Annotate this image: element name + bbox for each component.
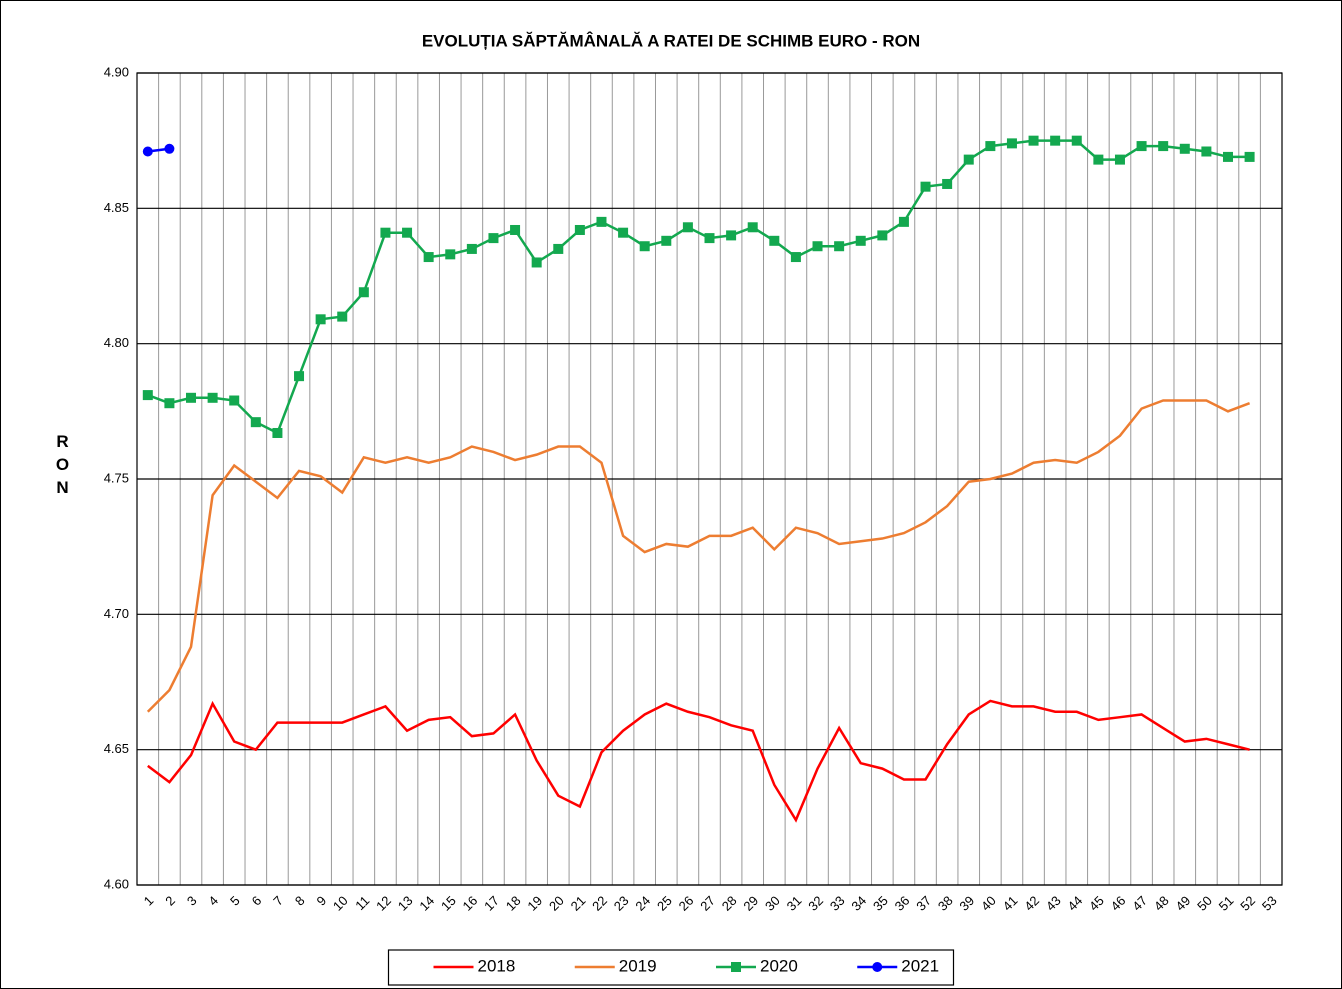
- marker: [1244, 151, 1255, 162]
- y-tick-label: 4.60: [104, 876, 129, 891]
- legend-label: 2018: [478, 956, 516, 975]
- marker: [229, 395, 240, 406]
- marker: [661, 235, 672, 246]
- marker: [877, 230, 888, 241]
- marker: [510, 224, 521, 235]
- marker: [942, 178, 953, 189]
- marker: [466, 243, 477, 254]
- y-tick-label: 4.80: [104, 335, 129, 350]
- marker: [1114, 154, 1125, 165]
- marker: [682, 222, 693, 233]
- marker: [294, 371, 305, 382]
- marker: [639, 241, 650, 252]
- marker: [747, 222, 758, 233]
- marker: [337, 311, 348, 322]
- legend: 2018 2019 2020 2021: [387, 949, 955, 986]
- marker: [488, 233, 499, 244]
- marker: [1179, 143, 1190, 154]
- marker: [1071, 135, 1082, 146]
- y-tick-label: 4.70: [104, 606, 129, 621]
- marker: [898, 216, 909, 227]
- marker: [142, 146, 153, 157]
- marker: [1006, 138, 1017, 149]
- marker: [812, 241, 823, 252]
- chart-title: EVOLUȚIA SĂPTĂMÂNALĂ A RATEI DE SCHIMB E…: [422, 31, 920, 50]
- series-line: [147, 139, 1250, 435]
- marker: [250, 417, 261, 428]
- legend-label: 2021: [901, 956, 939, 975]
- marker: [164, 398, 175, 409]
- marker: [142, 390, 153, 401]
- marker: [1158, 141, 1169, 152]
- y-tick-label: 4.85: [104, 200, 129, 215]
- marker: [769, 235, 780, 246]
- marker: [855, 235, 866, 246]
- marker: [1201, 146, 1212, 157]
- marker: [574, 224, 585, 235]
- legend-marker: [731, 962, 741, 972]
- marker: [186, 392, 197, 403]
- series-line: [147, 699, 1250, 823]
- marker: [207, 392, 218, 403]
- marker: [985, 141, 996, 152]
- y-axis-label: RON: [53, 432, 72, 501]
- marker: [834, 241, 845, 252]
- marker: [272, 427, 283, 438]
- marker: [618, 227, 629, 238]
- marker: [596, 216, 607, 227]
- marker: [553, 243, 564, 254]
- marker: [358, 287, 369, 298]
- marker: [1093, 154, 1104, 165]
- marker: [1136, 141, 1147, 152]
- marker: [920, 181, 931, 192]
- marker: [315, 314, 326, 325]
- y-tick-label: 4.75: [104, 470, 129, 485]
- marker: [726, 230, 737, 241]
- marker: [402, 227, 413, 238]
- marker: [1222, 151, 1233, 162]
- plot-border: [136, 72, 1283, 886]
- marker: [790, 252, 801, 263]
- marker: [1028, 135, 1039, 146]
- marker: [380, 227, 391, 238]
- marker: [963, 154, 974, 165]
- y-tick-label: 4.90: [104, 64, 129, 79]
- marker: [445, 249, 456, 260]
- marker: [164, 143, 175, 154]
- marker: [704, 233, 715, 244]
- legend-marker: [872, 962, 883, 972]
- legend-label: 2019: [619, 956, 657, 975]
- marker: [423, 252, 434, 263]
- marker: [1050, 135, 1061, 146]
- series-line: [146, 399, 1251, 713]
- legend-label: 2020: [760, 956, 798, 975]
- marker: [531, 257, 542, 268]
- y-tick-label: 4.65: [104, 741, 129, 756]
